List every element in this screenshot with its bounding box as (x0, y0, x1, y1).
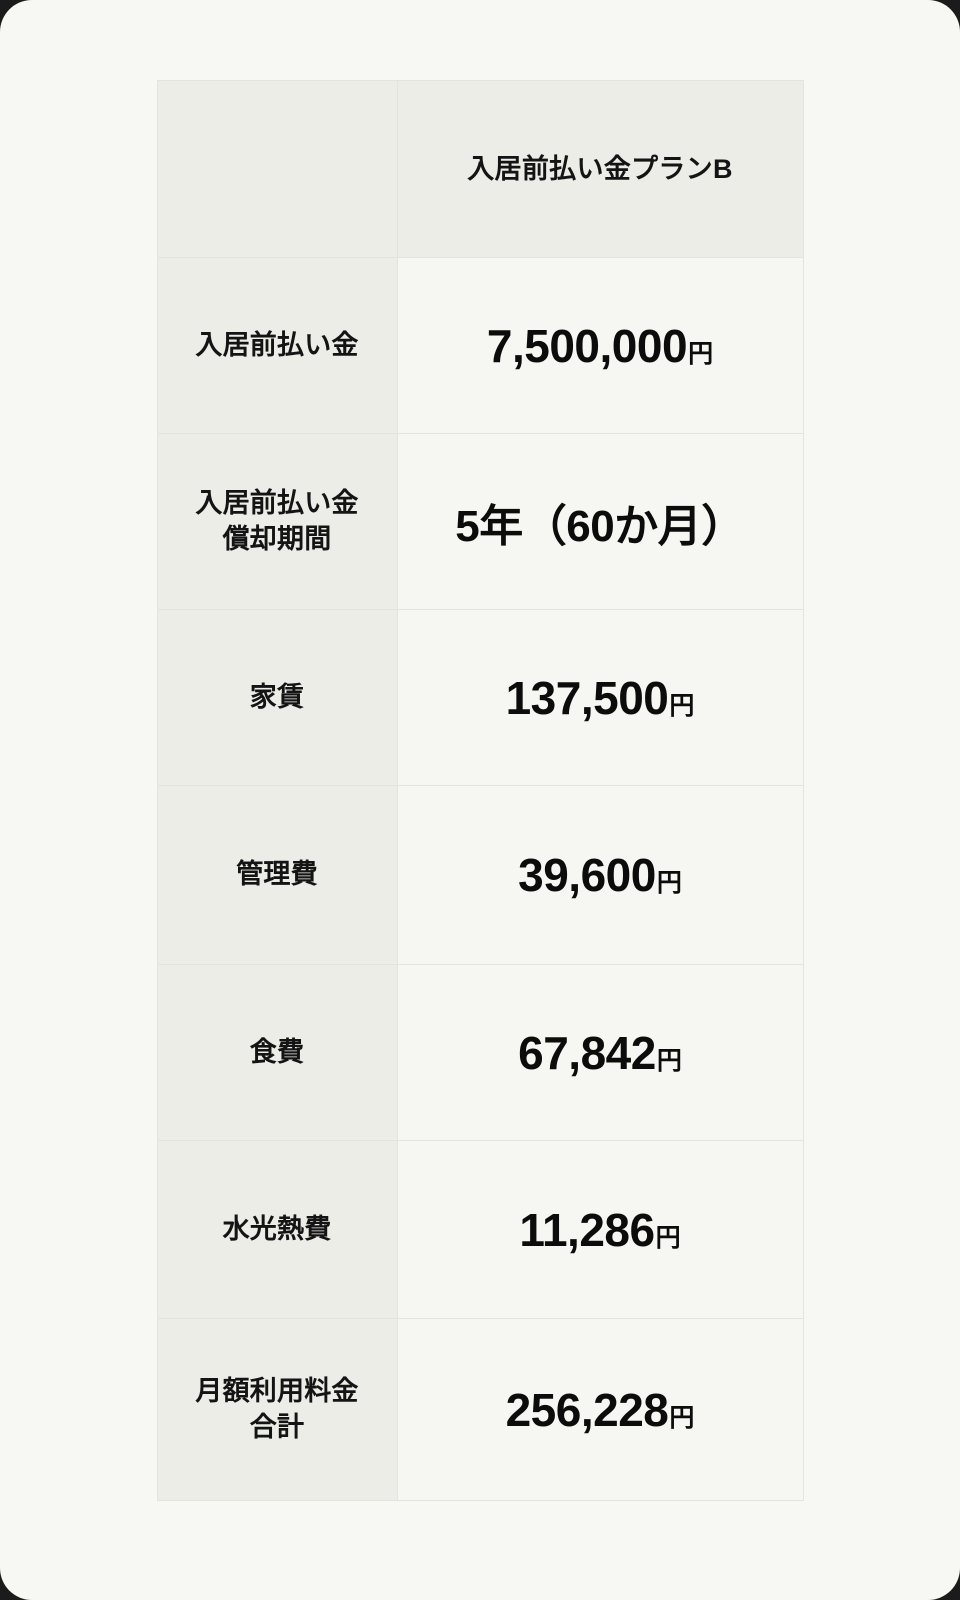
amount-unit-yen: 円 (669, 1403, 695, 1432)
table-row: 管理費 39,600円 (156, 785, 804, 965)
header-row: 入居前払い金プランB (156, 80, 804, 258)
row-label-move-in-prepayment: 入居前払い金 (156, 257, 398, 434)
row-label-management-fee: 管理費 (156, 785, 398, 965)
row-value-rent: 137,500円 (396, 609, 804, 786)
row-value-utilities-fee: 11,286円 (396, 1140, 804, 1319)
amount-unit-yen: 円 (656, 1046, 682, 1075)
row-value-amortization-period: 5年（60か月） (396, 433, 804, 610)
amount-unit-yen: 円 (655, 1223, 681, 1252)
table-corner-cell (156, 80, 398, 258)
row-label-rent: 家賃 (156, 609, 398, 786)
amount-wrapper: 39,600円 (518, 848, 682, 902)
table-row: 水光熱費 11,286円 (156, 1140, 804, 1319)
row-label-utilities-fee: 水光熱費 (156, 1140, 398, 1319)
table-header: 入居前払い金プランB (156, 80, 804, 258)
amount-unit-yen: 円 (669, 691, 695, 720)
row-label-meal-fee: 食費 (156, 964, 398, 1141)
amount-wrapper: 67,842円 (518, 1026, 682, 1080)
table-body: 入居前払い金 7,500,000円 入居前払い金 償却期間 5年（60か月） 家… (156, 257, 804, 1501)
table-row: 入居前払い金 7,500,000円 (156, 257, 804, 434)
row-label-line-2: 合計 (249, 1411, 305, 1442)
amount-wrapper: 256,228円 (506, 1383, 695, 1437)
fee-comparison-table: 入居前払い金プランB 入居前払い金 7,500,000円 入居前払い金 償却期間… (156, 80, 804, 1501)
amortization-period-text: 5年（60か月） (455, 501, 745, 551)
table-row: 月額利用料金 合計 256,228円 (156, 1318, 804, 1501)
row-value-move-in-prepayment: 7,500,000円 (396, 257, 804, 434)
row-label-line-1: 月額利用料金 (195, 1375, 359, 1406)
amount-number: 7,500,000 (486, 319, 688, 372)
amount-number: 137,500 (505, 671, 669, 724)
amount-unit-yen: 円 (688, 339, 714, 368)
amount-unit-yen: 円 (656, 869, 682, 897)
row-label-amortization-period: 入居前払い金 償却期間 (156, 433, 398, 610)
row-value-monthly-total: 256,228円 (396, 1318, 804, 1501)
amount-wrapper: 7,500,000円 (487, 319, 713, 373)
amount-number: 67,842 (518, 1026, 656, 1079)
row-value-management-fee: 39,600円 (396, 785, 804, 965)
amount-number: 39,600 (518, 849, 656, 901)
amount-wrapper: 137,500円 (506, 671, 695, 725)
table-row: 入居前払い金 償却期間 5年（60か月） (156, 433, 804, 610)
row-value-meal-fee: 67,842円 (396, 964, 804, 1141)
amount-wrapper: 11,286円 (519, 1203, 680, 1257)
row-label-line-1: 入居前払い金 (195, 487, 359, 518)
row-label-line-2: 償却期間 (222, 523, 332, 554)
table-row: 家賃 137,500円 (156, 609, 804, 786)
amount-number: 256,228 (505, 1383, 669, 1436)
amount-number: 11,286 (519, 1203, 655, 1256)
row-label-monthly-total: 月額利用料金 合計 (156, 1318, 398, 1501)
table-row: 食費 67,842円 (156, 964, 804, 1141)
column-header-plan-b: 入居前払い金プランB (396, 80, 804, 258)
